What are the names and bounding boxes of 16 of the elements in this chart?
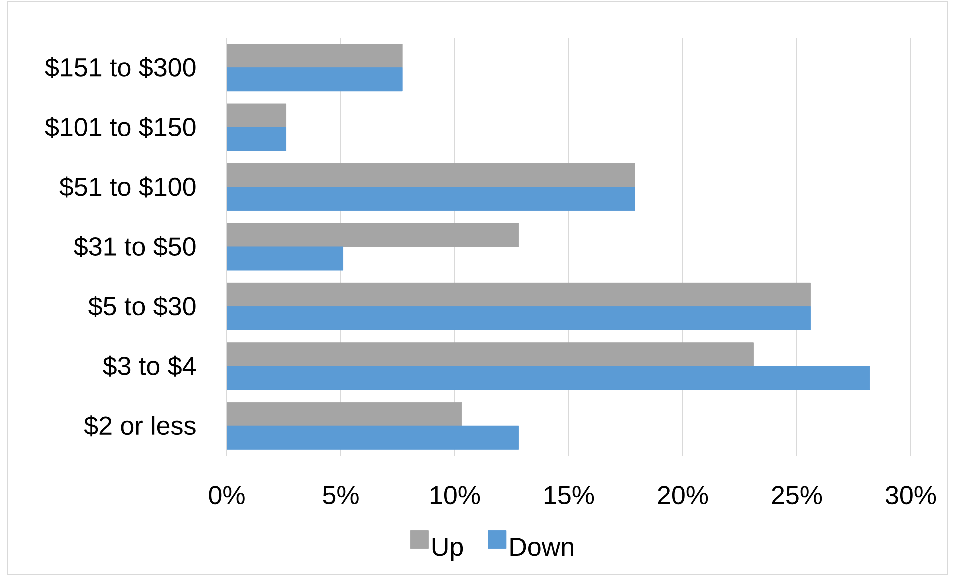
y-tick-label: $3 to $4: [103, 356, 196, 377]
x-tick-label: 15%: [544, 486, 594, 504]
x-tick-label: 20%: [658, 486, 708, 505]
legend-label: Down: [510, 538, 574, 556]
y-tick-label: $5 to $30: [88, 296, 196, 318]
x-tick-label: 10%: [430, 486, 480, 505]
y-tick-label: $31 to $50: [74, 236, 196, 258]
legend-label: Up: [432, 538, 464, 562]
x-tick-label: 5%: [323, 486, 359, 504]
y-tick-label: $101 to $150: [45, 117, 196, 138]
y-tick-label: $2 or less: [84, 416, 196, 437]
x-tick-label: 25%: [772, 486, 822, 505]
y-tick-label: $151 to $300: [45, 57, 196, 78]
y-tick-label: $51 to $100: [60, 176, 196, 198]
x-tick-label: 0%: [209, 486, 245, 505]
x-tick-label: 30%: [886, 486, 936, 505]
